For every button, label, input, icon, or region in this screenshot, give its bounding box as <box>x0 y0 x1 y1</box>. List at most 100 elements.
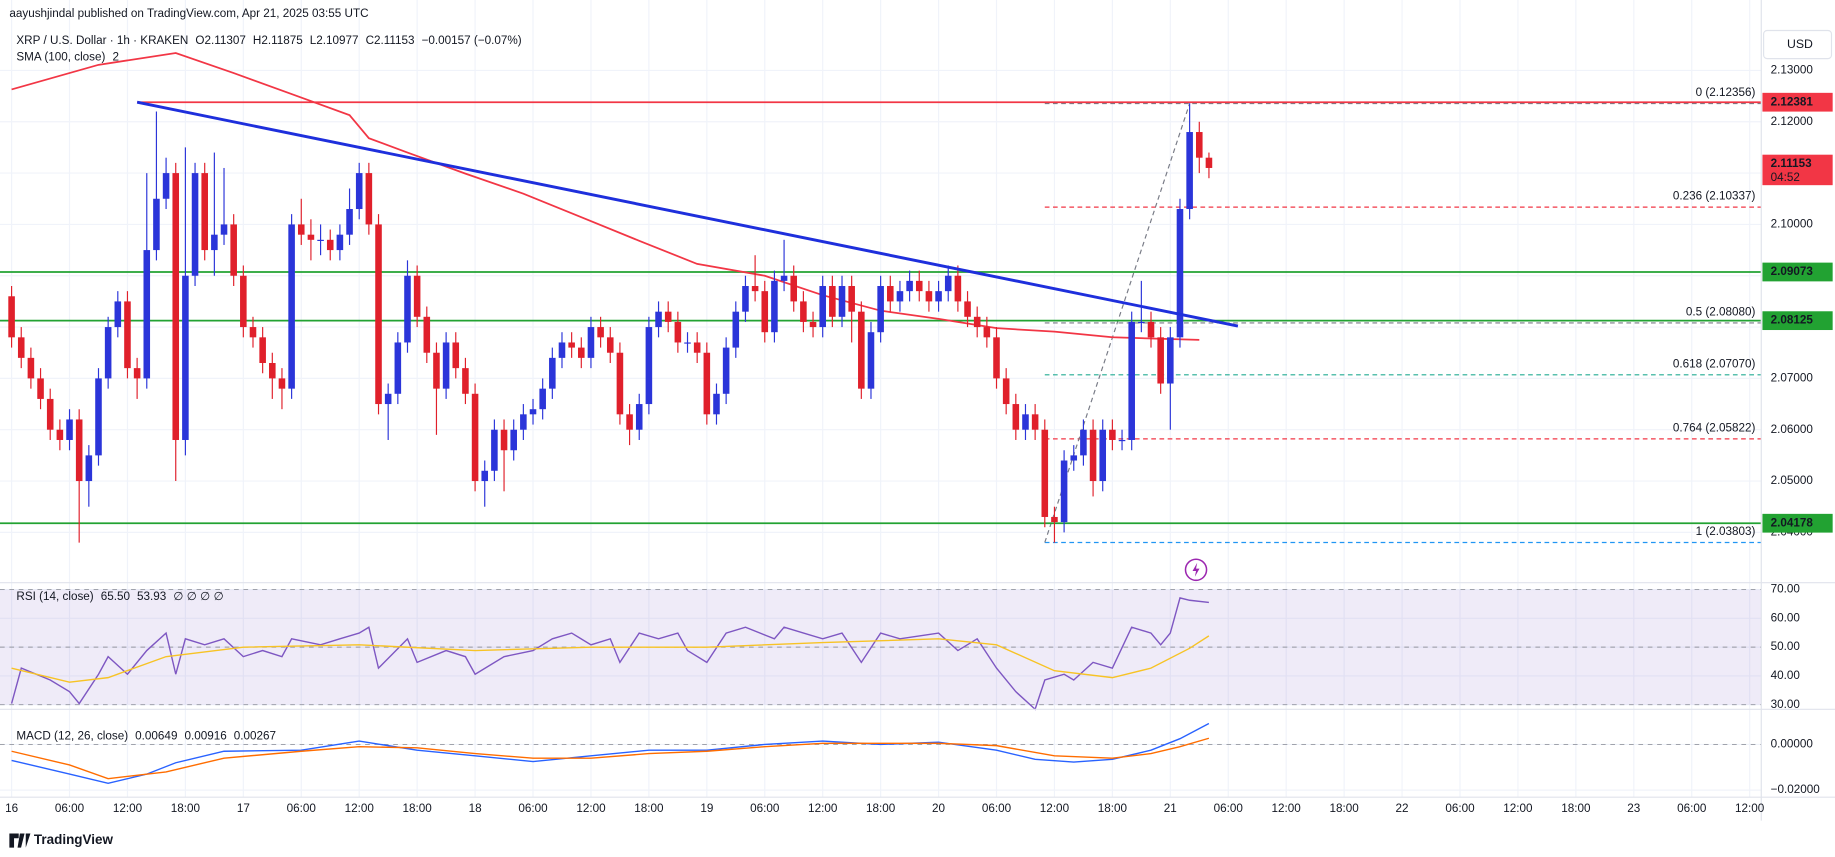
candle-body <box>993 337 1000 379</box>
candle-body <box>800 301 807 322</box>
fib-label: 1 (2.03803) <box>1696 525 1756 538</box>
last-price: 2.11153 <box>1771 157 1812 170</box>
candle-body <box>693 342 701 353</box>
level-badge <box>1762 311 1833 331</box>
brand-logo: TradingView <box>9 832 114 848</box>
fib-label: 0.618 (2.07070) <box>1673 357 1756 370</box>
y-tick-label: 60.00 <box>1771 611 1801 624</box>
candle-body <box>317 239 324 241</box>
candle-body <box>1060 460 1068 523</box>
x-tick-label: 18:00 <box>171 802 201 815</box>
candle-body <box>606 337 614 353</box>
candle-body <box>394 342 402 394</box>
candle-body <box>867 332 875 389</box>
candle-body <box>915 280 923 292</box>
currency[interactable]: USD <box>1787 37 1813 51</box>
candle-body <box>46 398 54 430</box>
x-tick-label: 18:00 <box>866 802 896 815</box>
x-tick-label: 12:00 <box>1040 802 1070 815</box>
candle-body <box>1080 429 1087 456</box>
candle-body <box>1002 378 1010 405</box>
x-tick-label: 22 <box>1396 802 1409 815</box>
x-tick-label: 12:00 <box>113 802 143 815</box>
candle-body <box>462 368 469 394</box>
candle-body <box>1128 321 1135 440</box>
level-badge <box>1762 513 1833 533</box>
level-value: 2.04178 <box>1771 516 1814 529</box>
fib-label: 0.236 (2.10337) <box>1673 190 1756 203</box>
x-tick-label: 06:00 <box>1214 802 1244 815</box>
x-tick-label: 20 <box>932 802 945 815</box>
x-tick-label: 06:00 <box>982 802 1012 815</box>
legend-item: 53.93 <box>137 590 166 603</box>
candle-body <box>27 357 35 379</box>
legend-item: MACD (12, 26, close) <box>16 729 128 742</box>
candle-body <box>558 342 566 358</box>
legend-item: XRP / U.S. Dollar · 1h · KRAKEN <box>16 34 188 47</box>
legend-item: RSI (14, close) <box>16 590 93 603</box>
candle-body <box>201 173 208 251</box>
level-value: 2.12381 <box>1771 95 1814 108</box>
x-tick-label: 12:00 <box>1503 802 1533 815</box>
legend-item: −0.00157 (−0.07%) <box>422 34 522 47</box>
candle-body <box>1118 439 1126 442</box>
x-tick-label: 18:00 <box>1561 802 1591 815</box>
last-price-badge <box>1762 154 1833 186</box>
publisher: aayushjindal published on TradingView.co… <box>9 7 368 20</box>
x-tick-label: 12:00 <box>345 802 375 815</box>
candle-body <box>1157 337 1164 384</box>
brand: TradingView <box>34 832 114 847</box>
candle-body <box>529 409 537 415</box>
candle-body <box>906 280 913 292</box>
level-value: 2.08125 <box>1771 314 1814 327</box>
candle-body <box>182 275 189 440</box>
legend-item: 0.00649 <box>135 729 177 742</box>
candle-body <box>954 275 962 302</box>
candle-body <box>355 173 363 210</box>
candle-body <box>664 311 672 322</box>
candle-body <box>616 352 624 415</box>
x-tick-label: 16 <box>5 802 18 815</box>
axes: USD 16 06:00 12:00 18:00 17 06:00 12:00 18:00 18… <box>0 0 1835 821</box>
candle-body <box>732 311 740 348</box>
candle-body <box>1051 516 1058 523</box>
candle-body <box>384 393 392 405</box>
candle-body <box>471 393 479 482</box>
currency-button[interactable] <box>1763 29 1833 60</box>
y-tick-label: 50.00 <box>1771 640 1801 653</box>
candle-body <box>809 321 817 328</box>
legend-item: 2 <box>112 51 119 64</box>
candle-body <box>423 316 431 353</box>
candle-body <box>37 378 44 399</box>
candle-body <box>944 275 952 292</box>
candle-body <box>1205 157 1213 168</box>
candle-body <box>549 357 556 389</box>
candle-body <box>162 173 170 199</box>
candle-body <box>925 291 933 302</box>
candle-body <box>674 321 682 343</box>
x-tick-label: 21 <box>1164 802 1177 815</box>
candle-body <box>520 414 527 430</box>
candle-body <box>114 301 122 328</box>
fib-label: 0 (2.12356) <box>1696 86 1756 99</box>
candle-body <box>1109 429 1116 440</box>
candle-body <box>481 470 489 482</box>
candle-body <box>742 286 749 312</box>
candle-body <box>626 414 633 430</box>
y-tick-label: 2.05000 <box>1771 474 1814 487</box>
x-tick-label: 06:00 <box>55 802 85 815</box>
candle-body <box>858 311 865 389</box>
candle-body <box>983 327 991 338</box>
candle-body <box>288 224 295 389</box>
candle-body <box>935 291 942 302</box>
candle-body <box>104 327 112 379</box>
candle-body <box>172 173 180 440</box>
candle-body <box>365 173 373 225</box>
candle-body <box>539 388 546 410</box>
candle-body <box>1138 321 1145 324</box>
y-tick-label: 2.12000 <box>1771 115 1814 128</box>
legend-item: 0.00267 <box>234 729 276 742</box>
alert-icon[interactable] <box>1184 558 1208 582</box>
